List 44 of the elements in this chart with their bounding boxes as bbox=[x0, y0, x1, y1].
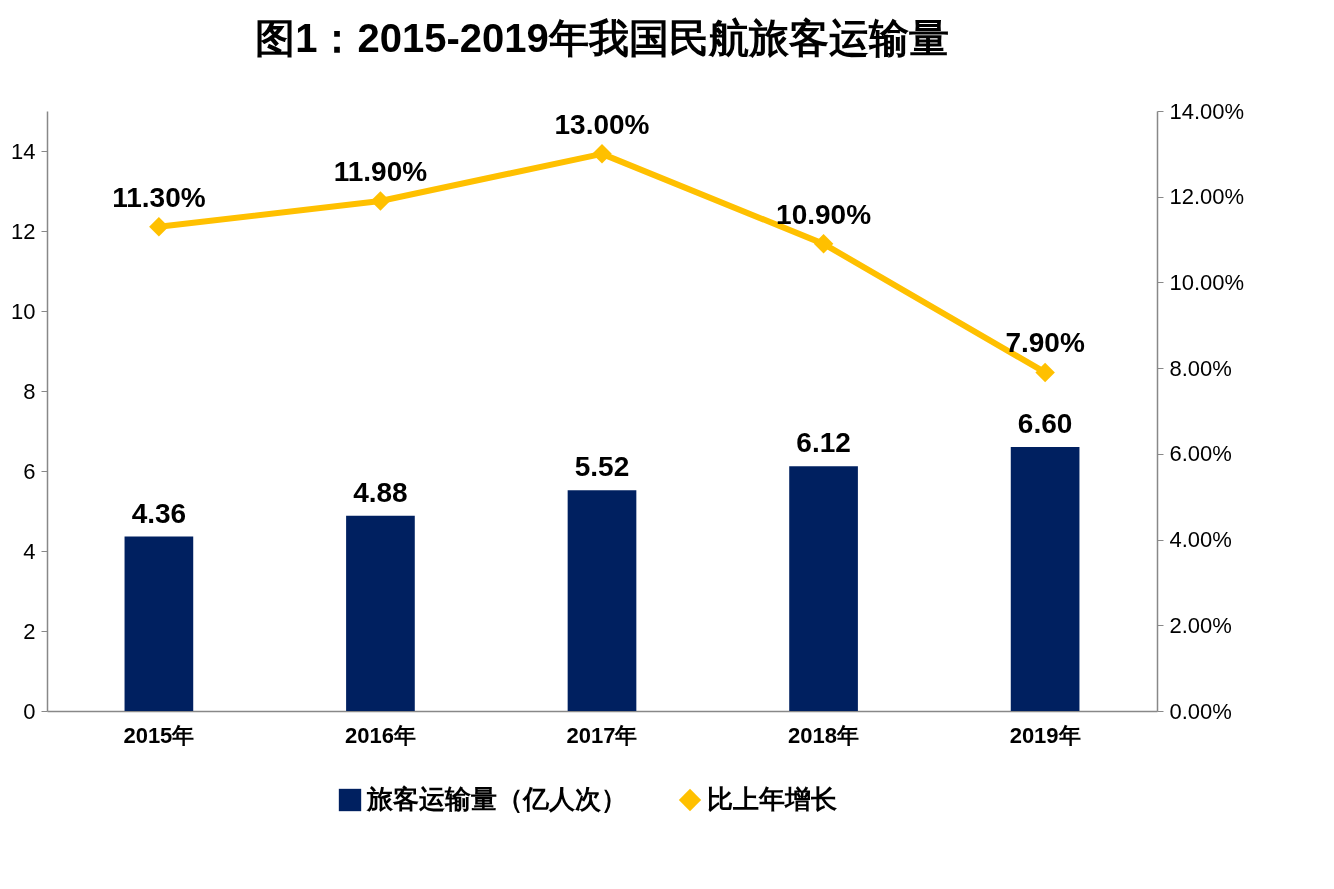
y2-tick-label: 14.00% bbox=[1169, 98, 1245, 124]
x-tick-label: 2017年 bbox=[566, 722, 638, 748]
y2-tick-label: 6.00% bbox=[1169, 441, 1232, 467]
y2-tick-label: 12.00% bbox=[1169, 184, 1245, 210]
y2-tick-label: 2.00% bbox=[1169, 612, 1232, 638]
x-tick-label: 2019年 bbox=[1009, 722, 1081, 748]
data-label: 13.00% bbox=[554, 108, 650, 140]
data-label: 6.60 bbox=[1017, 408, 1073, 439]
y-tick-label: 14 bbox=[11, 138, 36, 164]
y-tick-label: 12 bbox=[11, 218, 36, 244]
x-tick-label: 2016年 bbox=[344, 722, 416, 748]
point bbox=[370, 191, 391, 211]
point bbox=[592, 144, 612, 164]
data-label: 6.12 bbox=[796, 427, 851, 459]
data-label: 10.90% bbox=[776, 198, 872, 230]
legend-label: 旅客运输量（亿人次） bbox=[366, 784, 627, 814]
x-tick-label: 2015年 bbox=[123, 722, 195, 748]
y-tick-label: 4 bbox=[23, 538, 36, 564]
y-tick-label: 0 bbox=[23, 698, 36, 724]
data-label: 4.88 bbox=[353, 476, 408, 508]
y-tick-label: 8 bbox=[23, 378, 36, 404]
point bbox=[149, 216, 169, 237]
bar bbox=[789, 466, 858, 711]
point bbox=[813, 234, 834, 254]
data-label: 7.90% bbox=[1005, 327, 1085, 359]
x-tick-label: 2018年 bbox=[788, 722, 860, 748]
y2-tick-label: 4.00% bbox=[1169, 527, 1232, 553]
y2-tick-label: 8.00% bbox=[1169, 355, 1232, 381]
y2-tick-label: 0.00% bbox=[1169, 698, 1232, 724]
data-label: 5.52 bbox=[574, 451, 630, 483]
y-tick-label: 6 bbox=[23, 458, 36, 484]
chart-title: 图1：2015-2019年我国民航旅客运输量 bbox=[255, 16, 949, 60]
bar bbox=[1010, 447, 1080, 711]
y-tick-label: 2 bbox=[23, 618, 36, 644]
data-label: 11.30% bbox=[112, 181, 206, 213]
bar bbox=[124, 536, 194, 711]
y2-tick-label: 10.00% bbox=[1169, 269, 1245, 295]
data-label: 11.90% bbox=[333, 156, 428, 187]
data-label: 4.36 bbox=[131, 497, 187, 529]
legend-label: 比上年增长 bbox=[707, 784, 837, 814]
bar bbox=[346, 515, 415, 711]
y-tick-label: 10 bbox=[11, 298, 36, 324]
bar bbox=[567, 490, 637, 711]
point bbox=[1035, 362, 1055, 383]
